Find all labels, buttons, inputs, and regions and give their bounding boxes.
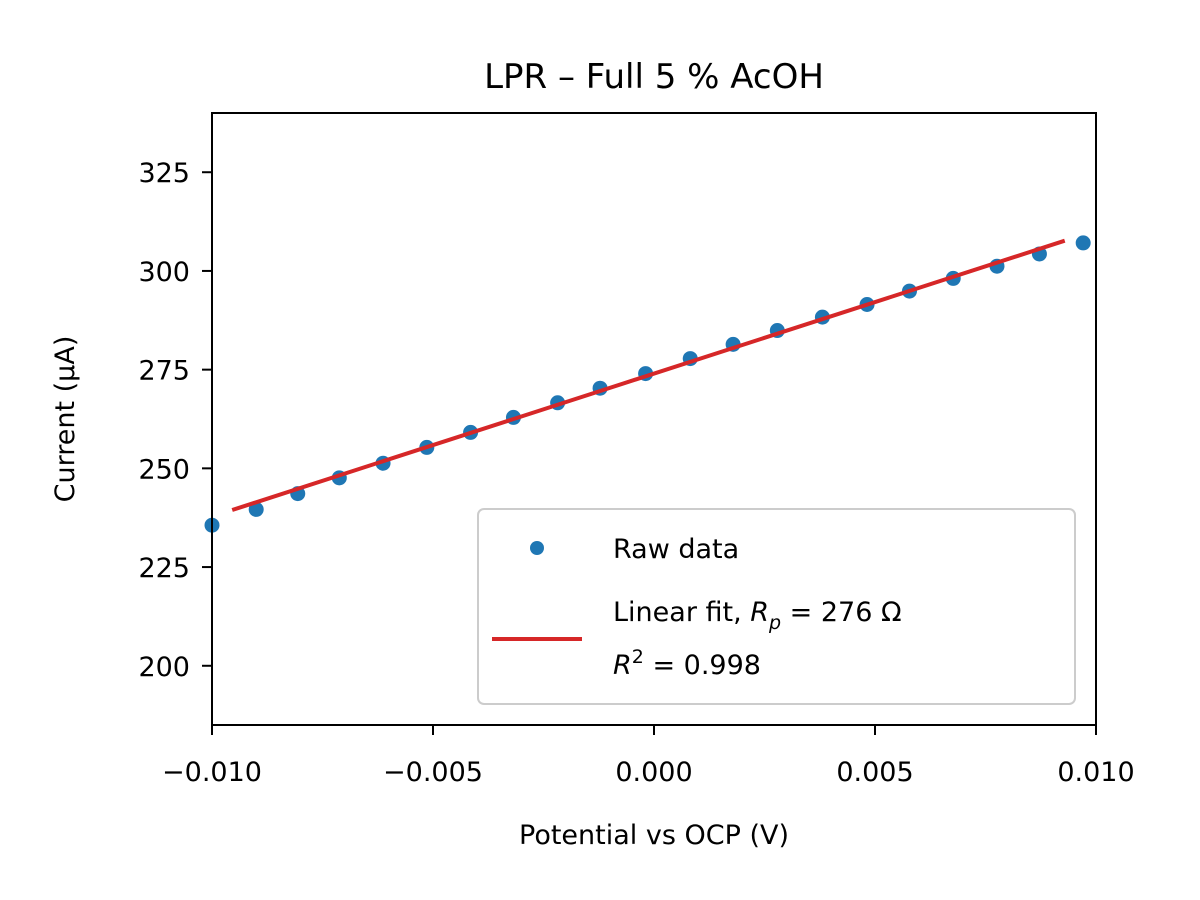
y-tick-label: 275	[138, 356, 190, 387]
y-tick-label: 200	[138, 652, 190, 683]
x-axis: −0.010 −0.005 0.000 0.005 0.010	[162, 725, 1135, 788]
x-tick-label: −0.005	[383, 757, 483, 788]
x-tick-label: 0.000	[615, 757, 692, 788]
y-tick-label: 225	[138, 553, 190, 584]
x-tick-label: 0.005	[836, 757, 913, 788]
linear-fit-line	[231, 238, 1066, 512]
y-axis: 200 225 250 275 300 325	[138, 158, 212, 683]
raw-data-point	[248, 501, 264, 517]
series-layer	[204, 235, 1091, 533]
y-axis-label: Current (μA)	[50, 336, 81, 503]
x-axis-label: Potential vs OCP (V)	[519, 820, 789, 851]
y-tick-label: 325	[138, 158, 190, 189]
legend-raw-label: Raw data	[613, 534, 739, 565]
y-tick-label: 300	[138, 257, 190, 288]
legend-r2-label: R2 = 0.998	[613, 646, 761, 681]
chart-title: LPR – Full 5 % AcOH	[484, 57, 824, 97]
legend-raw-marker	[530, 541, 544, 555]
raw-data-point	[1075, 235, 1091, 251]
legend-fit-label: Linear fit, Rp = 276 Ω	[613, 597, 902, 634]
legend: Raw data Linear fit, Rp = 276 Ω R2 = 0.9…	[477, 508, 1076, 705]
x-tick-label: 0.010	[1057, 757, 1134, 788]
legend-box	[477, 508, 1076, 705]
x-tick-label: −0.010	[162, 757, 262, 788]
y-tick-label: 250	[138, 454, 190, 485]
